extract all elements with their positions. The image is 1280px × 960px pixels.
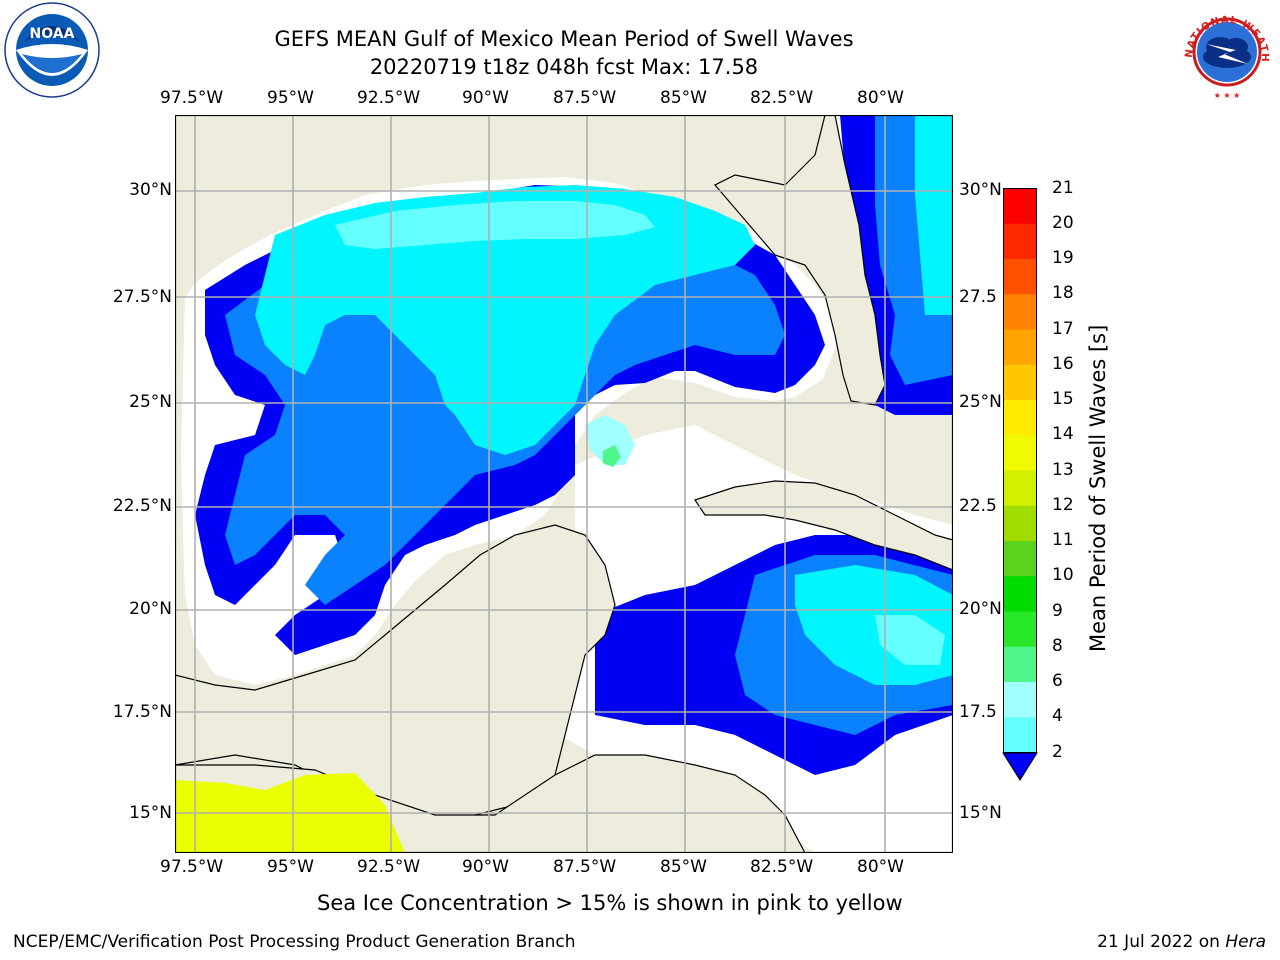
colorbar-tick-label: 10 [1052,565,1074,586]
colorbar-tick-label: 6 [1052,671,1063,691]
noaa-logo-text: NOAA [30,26,75,42]
swell-band-caribbean-peak [875,615,945,665]
colorbar-cell [1003,717,1037,753]
lon-labels-bottom: 97.5°W 95°W 92.5°W 90°W 87.5°W 85°W 82.5… [0,857,1280,879]
lat-label-left: 25°N [129,392,172,412]
colorbar-tick-label: 9 [1052,600,1063,621]
lon-label-top: 90°W [462,88,509,108]
colorbar-cell [1003,364,1037,401]
colorbar-tick-label: 16 [1052,353,1074,374]
colorbar-cell [1003,576,1037,612]
lon-label-top: 82.5°W [750,88,814,108]
lon-label-bottom: 97.5°W [160,857,224,877]
colorbar-cell [1003,470,1037,507]
lon-label-bottom: 80°W [857,857,904,877]
footer-host: Hera [1225,932,1266,952]
lat-label-left: 15°N [129,803,172,823]
colorbar-cell [1003,329,1037,366]
chart-title: GEFS MEAN Gulf of Mexico Mean Period of … [274,27,854,51]
colorbar-cell [1003,611,1037,648]
swell-band-10-11s [603,445,621,467]
colorbar [1002,188,1038,781]
colorbar-tick-label: 19 [1052,248,1074,268]
swell-band-9-10s [585,415,635,465]
lon-label-bottom: 95°W [267,857,314,877]
cuba-land [694,480,953,571]
colorbar-tick-label: 11 [1052,530,1074,550]
noaa-logo: NOAA [2,2,102,102]
florida-land [714,115,953,406]
lon-label-bottom: 82.5°W [750,857,814,877]
lat-label-left: 20°N [129,599,172,619]
lat-labels-right: 30°N 27.5 25°N 22.5 20°N 17.5 15°N [959,0,1011,960]
colorbar-tick-label: 4 [1052,706,1063,727]
swell-period-map [175,115,953,853]
colorbar-extend-arrow [1002,752,1038,781]
colorbar-cell [1003,223,1037,260]
nws-logo-icon: NATIONAL WEATHER SERVICE ★ ★ ★ [1172,0,1275,100]
colorbar-cell [1003,435,1037,471]
colorbar-cell [1003,541,1037,577]
lon-label-bottom: 85°W [660,857,707,877]
lon-label-top: 85°W [660,88,707,108]
lon-labels-top: 97.5°W 95°W 92.5°W 90°W 87.5°W 85°W 82.5… [0,88,1280,110]
lat-label-right: 15°N [959,803,1002,823]
lon-label-top: 80°W [857,88,904,108]
lat-label-right: 30°N [959,180,1002,200]
colorbar-cell [1003,682,1037,718]
lat-label-right: 25°N [959,392,1002,412]
colorbar-cell [1003,259,1037,295]
lat-label-right: 20°N [959,599,1002,619]
swell-band-6-8s [255,185,755,455]
footer-date-text: 21 Jul 2022 on [1097,932,1226,952]
lat-label-right: 27.5 [959,287,997,307]
lon-label-bottom: 92.5°W [357,857,421,877]
sea-ice-note: Sea Ice Concentration > 15% is shown in … [317,891,903,915]
noaa-logo-icon: NOAA [4,2,100,98]
lat-label-right: 17.5 [959,702,997,722]
lat-label-right: 22.5 [959,496,997,516]
nws-logo: NATIONAL WEATHER SERVICE ★ ★ ★ [1172,0,1278,104]
colorbar-tick-label: 20 [1052,212,1074,233]
footer-credit: NCEP/EMC/Verification Post Processing Pr… [13,932,576,952]
colorbar-tick-label: 15 [1052,389,1074,409]
lat-labels-left: 30°N 27.5°N 25°N 22.5°N 20°N 17.5°N 15°N [0,0,172,960]
lat-label-left: 27.5°N [112,287,172,307]
lat-label-left: 30°N [129,180,172,200]
lat-label-left: 17.5°N [112,702,172,722]
swell-band-8-9s [335,201,655,249]
lon-label-top: 97.5°W [160,88,224,108]
colorbar-tick-label: 18 [1052,283,1074,304]
colorbar-title: Mean Period of Swell Waves [s] [1086,324,1110,652]
svg-text:★ ★ ★: ★ ★ ★ [1214,91,1241,100]
lon-label-top: 95°W [267,88,314,108]
graticule-grid [175,115,953,853]
lon-label-bottom: 90°W [462,857,509,877]
colorbar-cell [1003,188,1037,225]
lon-label-top: 87.5°W [553,88,617,108]
swell-band-atlantic-core [915,115,953,315]
map-frame [175,115,953,853]
colorbar-frame [1003,188,1037,753]
colorbar-cell [1003,646,1037,683]
colorbar-tick-label: 17 [1052,318,1074,339]
colorbar-cell [1003,505,1037,542]
colorbar-tick-label: 12 [1052,494,1074,515]
chart-subtitle: 20220719 t18z 048h fcst Max: 17.58 [369,55,759,79]
colorbar-tick-label: 8 [1052,635,1063,656]
colorbar-tick-labels: 21 20 19 18 17 16 15 14 13 12 11 10 9 8 6 4 2 [1044,0,1104,960]
colorbar-tick-label: 2 [1052,741,1063,762]
footer-date: 21 Jul 2022 on Hera [1097,932,1266,952]
colorbar-cell [1003,400,1037,436]
lon-label-bottom: 87.5°W [553,857,617,877]
lon-label-top: 92.5°W [357,88,421,108]
colorbar-tick-label: 14 [1052,424,1074,445]
lat-label-left: 22.5°N [112,496,172,516]
colorbar-cell [1003,294,1037,330]
colorbar-tick-label: 13 [1052,459,1074,480]
colorbar-tick-label: 21 [1052,177,1074,198]
